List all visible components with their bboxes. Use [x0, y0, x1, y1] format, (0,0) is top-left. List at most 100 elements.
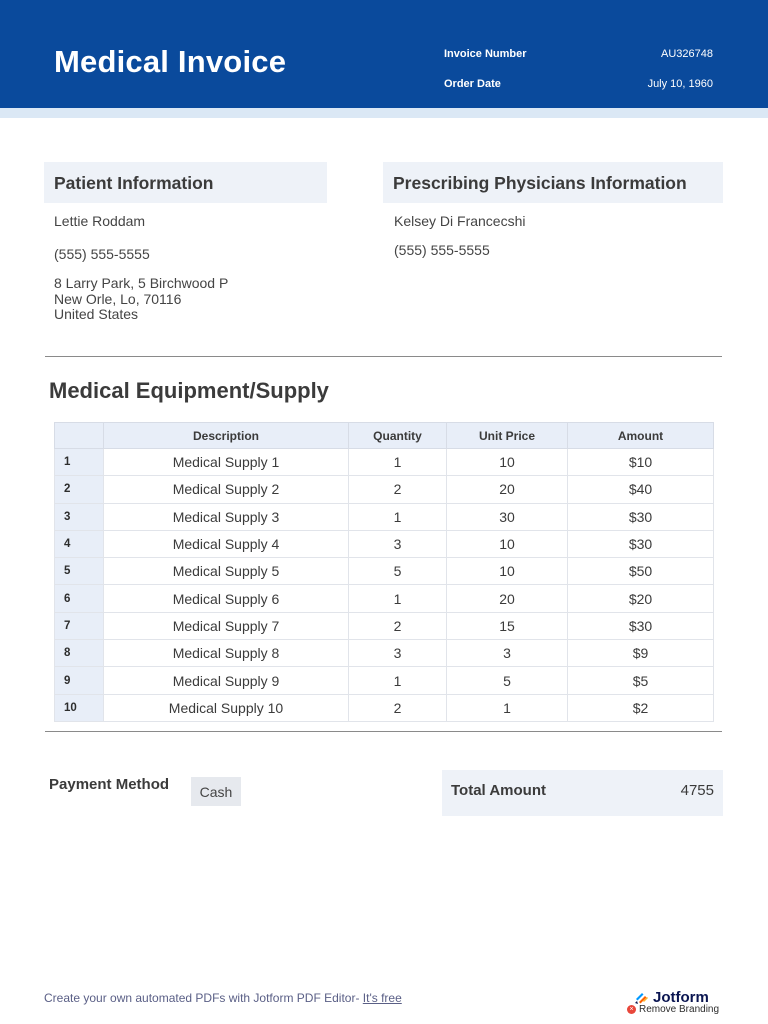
cell-quantity: 5	[348, 557, 447, 586]
table-row: 6 Medical Supply 6 1 20 $20	[54, 584, 714, 613]
cell-description: Medical Supply 3	[103, 502, 349, 531]
cell-quantity: 1	[348, 447, 447, 477]
cell-amount: $50	[567, 557, 714, 586]
table-row: 8 Medical Supply 8 3 3 $9	[54, 639, 714, 668]
close-icon: ×	[627, 1005, 636, 1014]
jotform-logo-text: Jotform	[653, 988, 709, 1006]
table-row: 9 Medical Supply 9 1 5 $5	[54, 666, 714, 695]
column-header-quantity: Quantity	[348, 422, 447, 449]
invoice-header: Medical Invoice Invoice Number AU326748 …	[0, 0, 768, 108]
cell-description: Medical Supply 7	[103, 611, 349, 641]
payment-method-label: Payment Method	[49, 776, 170, 793]
cell-description: Medical Supply 9	[103, 666, 349, 695]
row-index: 10	[54, 693, 104, 722]
cell-unit-price: 10	[446, 557, 568, 586]
footer-free-link[interactable]: It's free	[362, 991, 402, 1005]
total-amount-label: Total Amount	[451, 782, 546, 799]
cell-quantity: 1	[348, 584, 447, 613]
table-row: 10 Medical Supply 10 2 1 $2	[54, 693, 714, 722]
row-index: 9	[54, 666, 104, 695]
column-header-amount: Amount	[567, 422, 714, 449]
patient-info-heading-box: Patient Information	[44, 162, 327, 203]
cell-quantity: 2	[348, 611, 447, 641]
cell-unit-price: 10	[446, 529, 568, 559]
cell-unit-price: 20	[446, 475, 568, 504]
cell-unit-price: 5	[446, 666, 568, 695]
total-amount-value: 4755	[680, 782, 714, 799]
cell-amount: $30	[567, 611, 714, 641]
cell-quantity: 3	[348, 639, 447, 668]
table-row: 3 Medical Supply 3 1 30 $30	[54, 502, 714, 531]
patient-name: Lettie Roddam	[54, 213, 146, 229]
row-index: 8	[54, 639, 104, 668]
order-date-value: July 10, 1960	[647, 78, 713, 90]
invoice-number-value: AU326748	[661, 48, 713, 60]
cell-unit-price: 10	[446, 447, 568, 477]
table-row: 5 Medical Supply 5 5 10 $50	[54, 557, 714, 586]
footer-promo: Create your own automated PDFs with Jotf…	[44, 991, 402, 1005]
table-row: 1 Medical Supply 1 1 10 $10	[54, 447, 714, 477]
total-amount-box: Total Amount 4755	[442, 770, 723, 816]
cell-quantity: 3	[348, 529, 447, 559]
cell-quantity: 2	[348, 475, 447, 504]
cell-amount: $5	[567, 666, 714, 695]
table-row: 7 Medical Supply 7 2 15 $30	[54, 611, 714, 641]
equipment-table: Description Quantity Unit Price Amount 1…	[54, 422, 714, 722]
index-column-header	[54, 422, 104, 449]
cell-amount: $2	[567, 693, 714, 722]
cell-amount: $30	[567, 529, 714, 559]
physician-info-heading: Prescribing Physicians Information	[393, 173, 687, 193]
divider	[45, 731, 722, 732]
page-title: Medical Invoice	[54, 44, 287, 79]
payment-method-value: Cash	[191, 777, 241, 806]
patient-phone: (555) 555-5555	[54, 246, 150, 262]
cell-description: Medical Supply 10	[103, 693, 349, 722]
row-index: 3	[54, 502, 104, 531]
cell-amount: $9	[567, 639, 714, 668]
cell-quantity: 1	[348, 502, 447, 531]
table-row: 2 Medical Supply 2 2 20 $40	[54, 475, 714, 504]
footer-promo-text: Create your own automated PDFs with Jotf…	[44, 991, 363, 1005]
cell-unit-price: 20	[446, 584, 568, 613]
remove-branding-link[interactable]: × Remove Branding	[627, 1004, 719, 1015]
row-index: 7	[54, 611, 104, 641]
cell-amount: $30	[567, 502, 714, 531]
patient-address-line1: 8 Larry Park, 5 Birchwood P	[54, 275, 229, 291]
table-header-row: Description Quantity Unit Price Amount	[54, 422, 714, 449]
patient-address-line3: United States	[54, 306, 139, 322]
column-header-unit-price: Unit Price	[446, 422, 568, 449]
jotform-logo[interactable]: Jotform	[634, 988, 726, 1006]
cell-description: Medical Supply 4	[103, 529, 349, 559]
cell-unit-price: 30	[446, 502, 568, 531]
cell-unit-price: 15	[446, 611, 568, 641]
cell-quantity: 2	[348, 693, 447, 722]
cell-amount: $40	[567, 475, 714, 504]
column-header-description: Description	[103, 422, 349, 449]
cell-description: Medical Supply 2	[103, 475, 349, 504]
cell-amount: $20	[567, 584, 714, 613]
header-accent-strip	[0, 108, 768, 118]
remove-branding-label: Remove Branding	[639, 1004, 720, 1015]
row-index: 5	[54, 557, 104, 586]
cell-amount: $10	[567, 447, 714, 477]
cell-unit-price: 1	[446, 693, 568, 722]
jotform-logo-icon	[635, 993, 648, 1004]
divider	[45, 356, 722, 357]
row-index: 6	[54, 584, 104, 613]
physician-name: Kelsey Di Francecshi	[394, 213, 526, 229]
invoice-number-label: Invoice Number	[444, 48, 527, 60]
order-date-label: Order Date	[444, 78, 501, 90]
patient-address-line2: New Orle, Lo, 70116	[54, 291, 182, 307]
physician-phone: (555) 555-5555	[394, 242, 490, 258]
row-index: 4	[54, 529, 104, 559]
patient-info-heading: Patient Information	[54, 173, 214, 193]
table-row: 4 Medical Supply 4 3 10 $30	[54, 529, 714, 559]
equipment-heading: Medical Equipment/Supply	[49, 378, 329, 403]
cell-description: Medical Supply 6	[103, 584, 349, 613]
cell-unit-price: 3	[446, 639, 568, 668]
physician-info-heading-box: Prescribing Physicians Information	[383, 162, 723, 203]
cell-description: Medical Supply 8	[103, 639, 349, 668]
cell-quantity: 1	[348, 666, 447, 695]
cell-description: Medical Supply 1	[103, 447, 349, 477]
cell-description: Medical Supply 5	[103, 557, 349, 586]
